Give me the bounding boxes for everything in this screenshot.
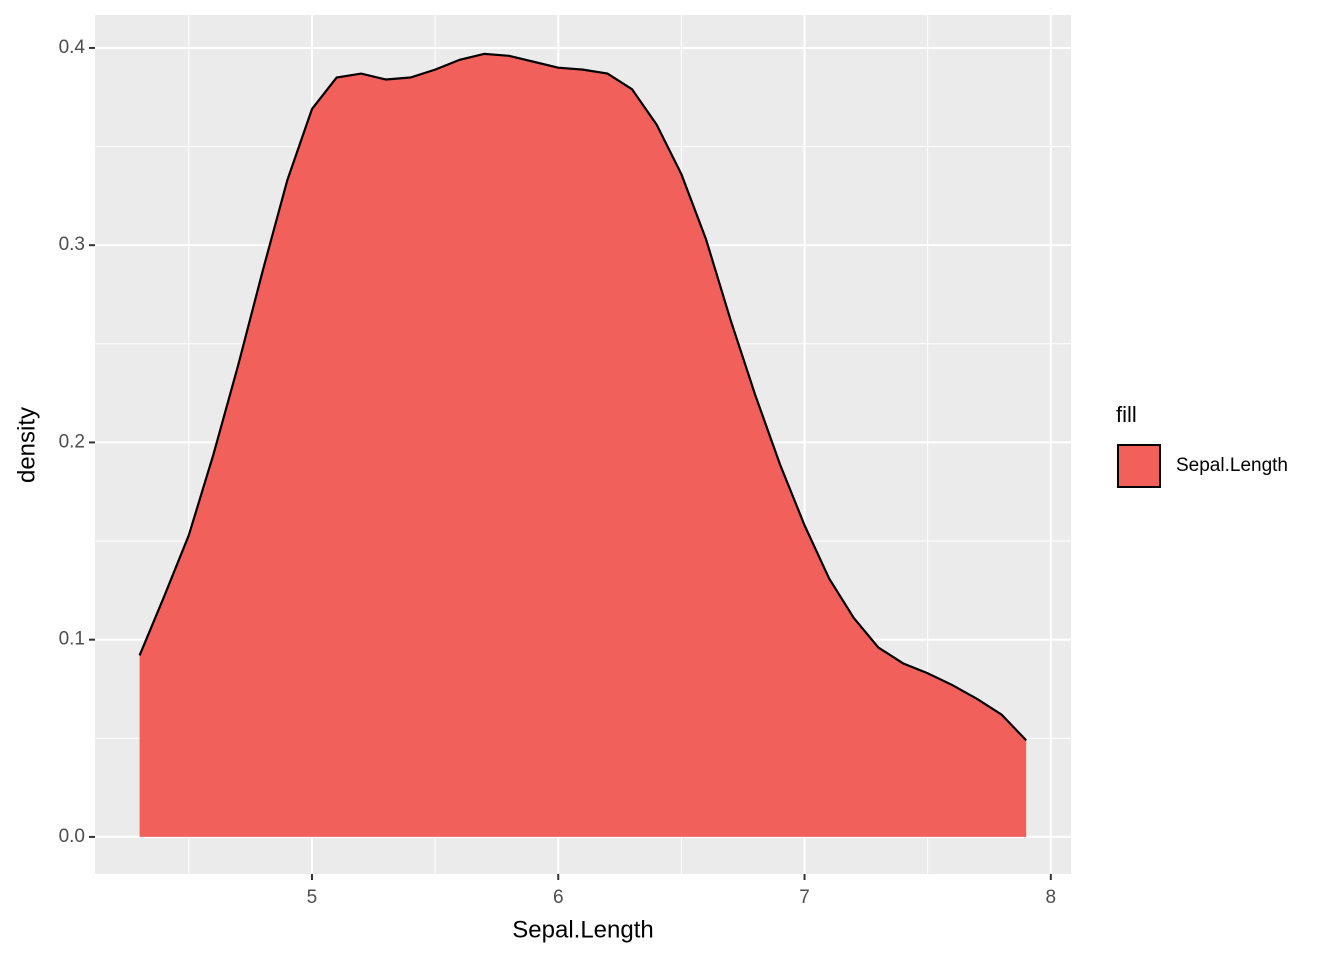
legend-title: fill [1116,402,1137,427]
y-tick-label: 0.1 [59,629,85,650]
y-tick-label: 0.0 [59,826,85,847]
y-tick-label: 0.4 [59,37,86,58]
x-axis-title: Sepal.Length [512,916,653,943]
legend-swatch [1117,444,1161,488]
y-tick-label: 0.2 [59,431,85,452]
y-axis-title: density [13,407,40,483]
density-area [139,53,1027,837]
x-tick-label: 8 [1046,887,1057,908]
x-tick-label: 5 [307,887,318,908]
x-tick-label: 7 [799,887,810,908]
legend-label: Sepal.Length [1176,455,1288,476]
y-tick-label: 0.3 [59,234,85,255]
x-tick-label: 6 [553,887,564,908]
marks [138,52,1027,837]
density-line [138,52,1027,742]
